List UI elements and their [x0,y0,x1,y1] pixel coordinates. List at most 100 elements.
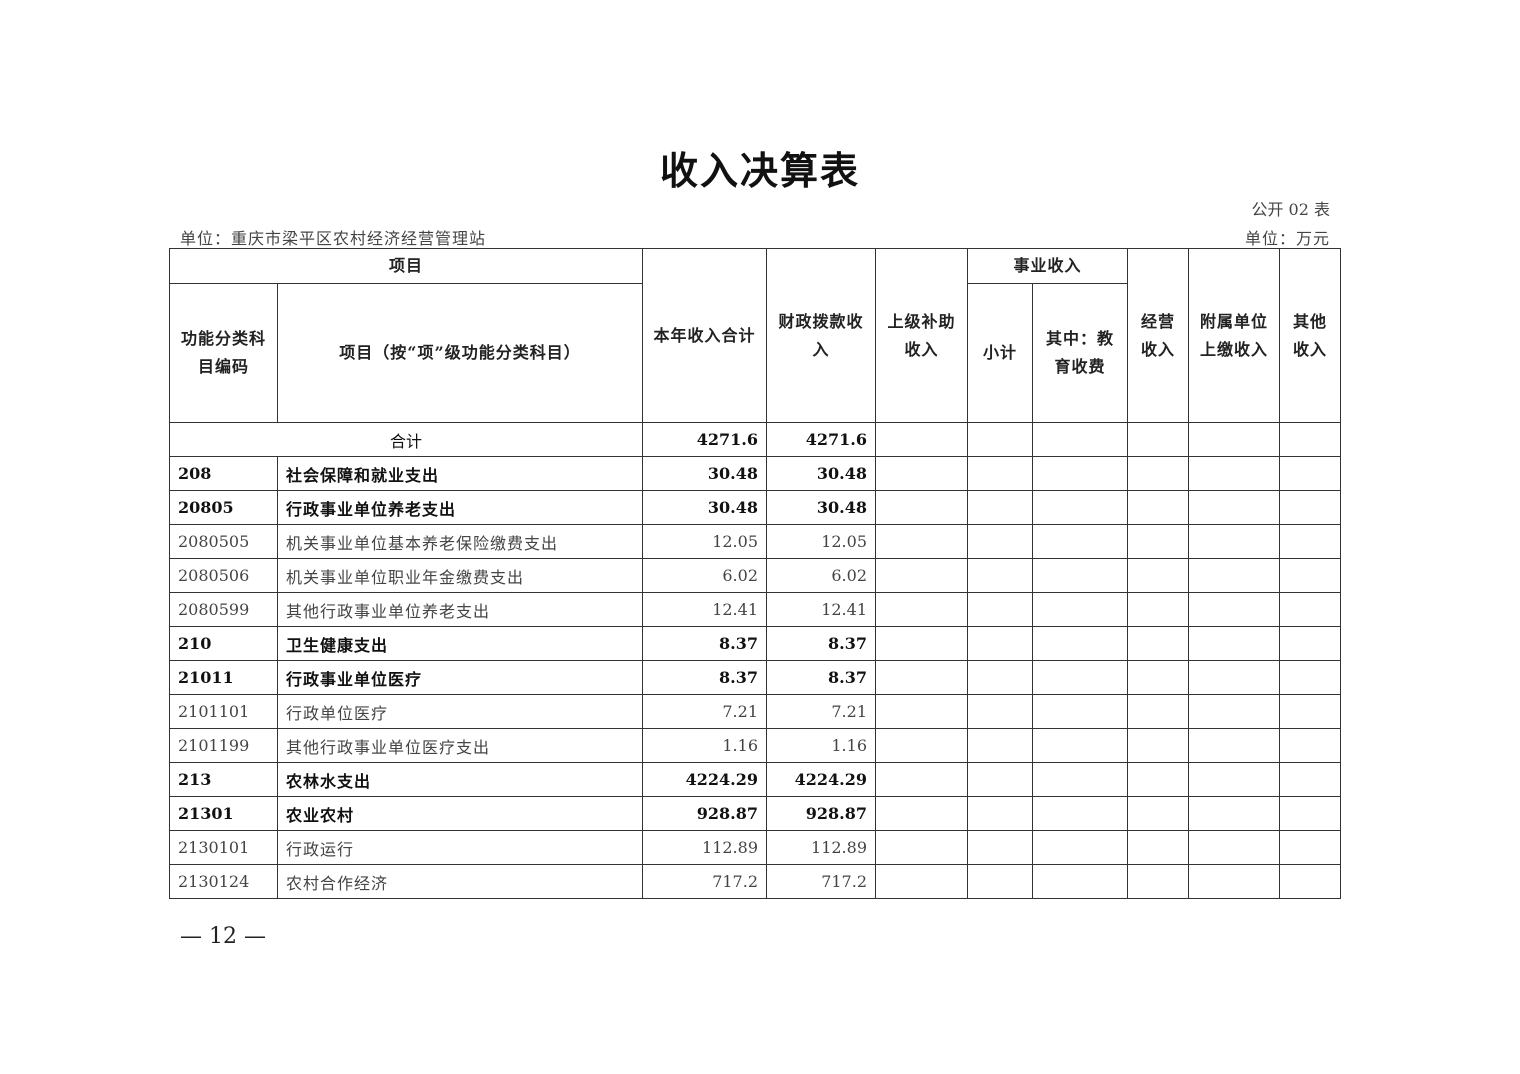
table-row: 208 社会保障和就业支出 30.48 30.48 [169,456,1341,491]
empty-cell [1127,762,1189,797]
header-operating: 经营收入 [1127,248,1189,423]
cell-name: 农业农村 [277,796,643,831]
cell-total: 112.89 [642,830,767,865]
empty-cell [967,626,1033,661]
cell-name: 行政单位医疗 [277,694,643,729]
cell-fiscal: 717.2 [766,864,876,899]
empty-cell [875,456,968,491]
cell-total: 30.48 [642,490,767,525]
empty-cell [1279,422,1341,457]
empty-cell [1279,592,1341,627]
empty-cell [875,864,968,899]
empty-cell [1032,524,1128,559]
empty-cell [1032,864,1128,899]
cell-name: 机关事业单位基本养老保险缴费支出 [277,524,643,559]
empty-cell [875,524,968,559]
empty-cell [1188,728,1280,763]
cell-name: 其他行政事业单位医疗支出 [277,728,643,763]
table-row: 213 农林水支出 4224.29 4224.29 [169,762,1341,797]
empty-cell [875,762,968,797]
cell-total: 8.37 [642,626,767,661]
cell-total: 4224.29 [642,762,767,797]
cell-fiscal: 30.48 [766,456,876,491]
empty-cell [875,796,968,831]
empty-cell [967,558,1033,593]
empty-cell [1127,592,1189,627]
empty-cell [875,558,968,593]
cell-total: 12.05 [642,524,767,559]
empty-cell [1188,456,1280,491]
empty-cell [875,422,968,457]
empty-cell [1032,830,1128,865]
cell-code: 2101101 [169,694,278,729]
empty-cell [967,830,1033,865]
empty-cell [967,422,1033,457]
cell-total: 8.37 [642,660,767,695]
form-number: 公开 02 表 [1251,200,1330,219]
cell-code: 2080505 [169,524,278,559]
empty-cell [1032,422,1128,457]
header-total: 本年收入合计 [642,248,767,423]
cell-code: 208 [169,456,278,491]
table-row: 2101101 行政单位医疗 7.21 7.21 [169,694,1341,729]
cell-name: 行政事业单位养老支出 [277,490,643,525]
empty-cell [1188,796,1280,831]
empty-cell [967,694,1033,729]
empty-cell [1127,864,1189,899]
empty-cell [967,490,1033,525]
empty-cell [1032,694,1128,729]
table-row: 2130124 农村合作经济 717.2 717.2 [169,864,1341,899]
empty-cell [967,524,1033,559]
empty-cell [1188,592,1280,627]
cell-fiscal: 928.87 [766,796,876,831]
empty-cell [875,694,968,729]
cell-name: 卫生健康支出 [277,626,643,661]
empty-cell [1188,490,1280,525]
cell-name: 社会保障和就业支出 [277,456,643,491]
header-business: 事业收入 [967,248,1128,284]
empty-cell [875,592,968,627]
empty-cell [1032,660,1128,695]
cell-total: 928.87 [642,796,767,831]
empty-cell [1032,490,1128,525]
cell-fiscal: 1.16 [766,728,876,763]
currency-unit: 单位：万元 [1244,229,1330,248]
cell-code: 2080506 [169,558,278,593]
cell-total: 7.21 [642,694,767,729]
empty-cell [1279,864,1341,899]
empty-cell [967,796,1033,831]
cell-name: 行政运行 [277,830,643,865]
organization-unit: 单位：重庆市梁平区农村经济经营管理站 [180,229,487,248]
empty-cell [1032,626,1128,661]
cell-name: 农村合作经济 [277,864,643,899]
total-label: 合计 [169,422,643,457]
cell-fiscal: 30.48 [766,490,876,525]
table-row: 2080505 机关事业单位基本养老保险缴费支出 12.05 12.05 [169,524,1341,559]
empty-cell [967,592,1033,627]
empty-cell [1279,694,1341,729]
empty-cell [1032,558,1128,593]
empty-cell [1127,456,1189,491]
table-row: 21011 行政事业单位医疗 8.37 8.37 [169,660,1341,695]
empty-cell [1279,728,1341,763]
cell-total: 12.41 [642,592,767,627]
header-item: 项目（按“项”级功能分类科目） [277,283,643,423]
empty-cell [1127,694,1189,729]
table-row: 2130101 行政运行 112.89 112.89 [169,830,1341,865]
empty-cell [1127,626,1189,661]
empty-cell [1032,592,1128,627]
header-other: 其他收入 [1279,248,1341,423]
cell-name: 其他行政事业单位养老支出 [277,592,643,627]
empty-cell [967,728,1033,763]
cell-fiscal: 7.21 [766,694,876,729]
empty-cell [967,864,1033,899]
cell-code: 21301 [169,796,278,831]
cell-fiscal: 8.37 [766,626,876,661]
cell-fiscal: 12.05 [766,524,876,559]
cell-fiscal: 6.02 [766,558,876,593]
header-affiliated: 附属单位上缴收入 [1188,248,1280,423]
empty-cell [1127,728,1189,763]
empty-cell [1188,830,1280,865]
empty-cell [1279,830,1341,865]
empty-cell [1279,558,1341,593]
